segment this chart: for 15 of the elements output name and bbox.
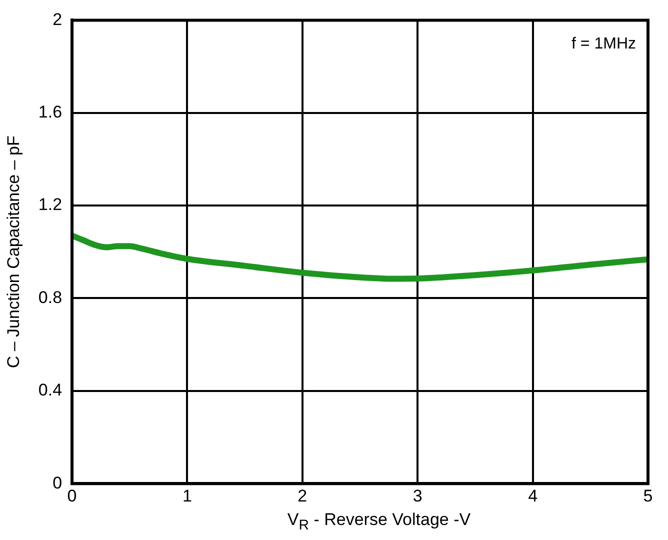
x-axis-title: V$_{R}$ - Reverse Voltage -V [286, 510, 472, 534]
y-axis-title: C – Junction Capacitance – pF [4, 136, 23, 368]
x-tick-label: 3 [412, 486, 422, 506]
y-tick-label: 1.2 [38, 195, 62, 214]
x-tick-label: 0 [67, 486, 77, 506]
x-tick-label: 1 [182, 486, 192, 506]
x-tick-label: 5 [643, 486, 653, 506]
y-tick-label: 0.4 [38, 380, 62, 400]
y-tick-label: 2 [52, 10, 62, 29]
y-tick-label: 0.8 [38, 288, 62, 307]
y-tick-label: 1.6 [38, 102, 62, 122]
y-tick-label: 0 [52, 473, 62, 492]
annotation: f = 1MHz [572, 36, 636, 53]
x-tick-label: 2 [298, 486, 308, 506]
x-tick-label: 4 [528, 486, 538, 506]
